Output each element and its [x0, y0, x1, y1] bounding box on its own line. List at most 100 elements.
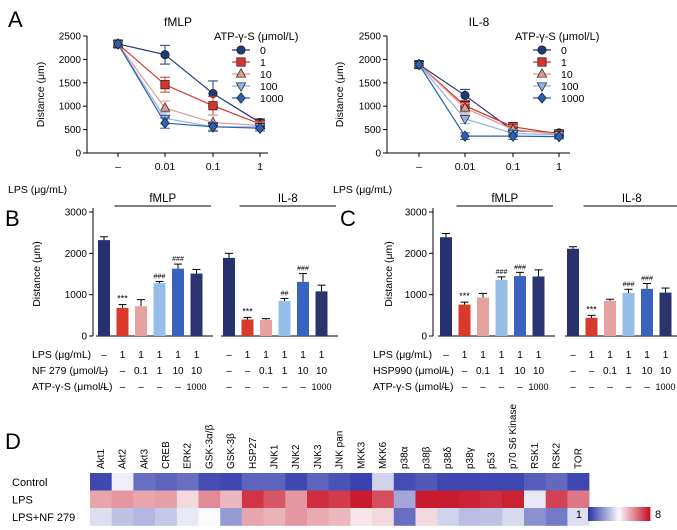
y-tick-label: 1500	[59, 78, 82, 89]
significance-mark: ###	[496, 269, 508, 276]
bar-fmlp	[190, 273, 203, 336]
colorbar-segment	[643, 507, 646, 521]
heatmap-cell	[458, 490, 481, 509]
condition-value: –	[300, 382, 306, 393]
series-line-1	[117, 43, 261, 125]
y-tick-label: 2500	[359, 32, 382, 43]
heatmap-cell	[328, 490, 351, 509]
condition-value: –	[644, 382, 650, 393]
legend-marker	[537, 92, 547, 104]
x-tick-label: 0.01	[455, 161, 476, 173]
colorbar-segment	[605, 507, 607, 521]
y-tick-label: 500	[64, 125, 81, 136]
x-tick-label: –	[416, 161, 422, 173]
condition-value: 1000	[311, 382, 331, 392]
heatmap-cell	[350, 473, 373, 491]
significance-mark: ###	[514, 264, 526, 271]
colorbar-segment	[639, 507, 642, 521]
heatmap-column-label: MKK3	[356, 441, 367, 469]
bar-il-8	[604, 300, 616, 336]
heatmap-cell	[502, 473, 525, 491]
y-tick-label: 2500	[59, 32, 82, 43]
condition-value: 1	[282, 350, 288, 361]
bar-fmlp	[116, 307, 129, 336]
legend-marker	[536, 82, 548, 92]
data-point-1000	[414, 58, 424, 71]
significance-mark: ###	[154, 273, 166, 280]
condition-value: 1	[300, 350, 306, 361]
condition-value: –	[138, 382, 144, 393]
significance-mark: ###	[641, 276, 653, 283]
heatmap-cell	[524, 473, 546, 491]
heatmap-column-label: TOR	[573, 448, 584, 469]
colorbar-segment	[629, 507, 632, 521]
y-tick-label: 1000	[405, 290, 428, 301]
bar-il-8	[659, 292, 672, 336]
legend-marker	[236, 92, 246, 104]
legend-label: 0	[260, 45, 266, 57]
condition-value: –	[101, 350, 107, 361]
bar-fmlp	[153, 283, 166, 336]
y-tick-label: 3000	[65, 208, 88, 219]
colorbar-segment	[617, 507, 620, 521]
heatmap-cell	[241, 490, 264, 509]
heatmap-cell	[567, 473, 590, 491]
legend-label: 100	[561, 81, 579, 93]
x-tick-label: –	[115, 161, 121, 173]
colorbar-segment	[591, 507, 594, 521]
condition-row-label: NF 279 (μmol/L)	[32, 365, 108, 377]
bar-il-8	[585, 317, 598, 336]
colorbar-segment	[637, 507, 640, 521]
heatmap-column-label: GSK-3β	[226, 433, 237, 469]
colorbar-segment	[594, 507, 597, 521]
y-axis-label: Distance (μm)	[334, 62, 346, 128]
heatmap-column-label: JNK2	[291, 444, 302, 469]
panel-b-bar-chart: 0 1000 2000 3000 Distance (μm) fMLP *** ### ### I…	[31, 193, 338, 393]
heatmap-cell	[111, 473, 134, 491]
y-tick-label: 0	[421, 332, 427, 343]
x-axis-label: LPS (μg/mL)	[333, 184, 392, 196]
heatmap-cell	[220, 473, 243, 491]
heatmap-cell	[567, 490, 590, 509]
heatmap-cell	[133, 473, 156, 491]
condition-value: –	[157, 382, 163, 393]
heatmap-column-label: p38γ	[465, 447, 476, 469]
data-point-1000	[113, 38, 123, 50]
colorbar-segment	[588, 507, 590, 521]
heatmap-cell	[480, 508, 503, 526]
x-axis-label: LPS (μg/mL)	[8, 184, 67, 196]
heatmap-cell	[220, 508, 243, 526]
heatmap-column-label: p70 S6 Kinase	[508, 404, 519, 469]
bar-il-8	[223, 257, 235, 336]
heatmap-row-label: Control	[12, 477, 47, 489]
significance-mark: ###	[623, 281, 635, 288]
condition-value: –	[570, 350, 576, 361]
data-point-10	[159, 102, 171, 112]
colorbar-segment	[614, 507, 617, 521]
bar-fmlp	[440, 237, 452, 336]
heatmap-cell	[176, 508, 199, 526]
heatmap-cell	[524, 508, 546, 526]
heatmap-cell	[263, 490, 286, 509]
colorbar-segment	[622, 507, 625, 521]
condition-value: 1	[607, 350, 613, 361]
colorbar-segment	[598, 507, 601, 521]
heatmap-column-label: CREB	[161, 441, 172, 469]
condition-value: –	[570, 366, 576, 377]
data-point-1	[208, 101, 218, 111]
heatmap-cell	[437, 473, 460, 491]
series-line-1000	[117, 43, 261, 129]
heatmap-cell	[545, 473, 568, 491]
heatmap-cell	[263, 473, 286, 491]
heatmap-cell	[458, 508, 481, 526]
significance-mark: ##	[281, 290, 289, 297]
y-tick-label: 0	[375, 149, 381, 160]
legend-title: ATP-γ-S (μmol/L)	[515, 31, 599, 43]
heatmap-column-label: Akt3	[139, 449, 150, 469]
data-point-1000	[508, 130, 518, 142]
colorbar-segment	[592, 507, 595, 521]
heatmap-cell	[437, 508, 460, 526]
condition-value: –	[226, 382, 232, 393]
heatmap-cell	[263, 508, 286, 526]
